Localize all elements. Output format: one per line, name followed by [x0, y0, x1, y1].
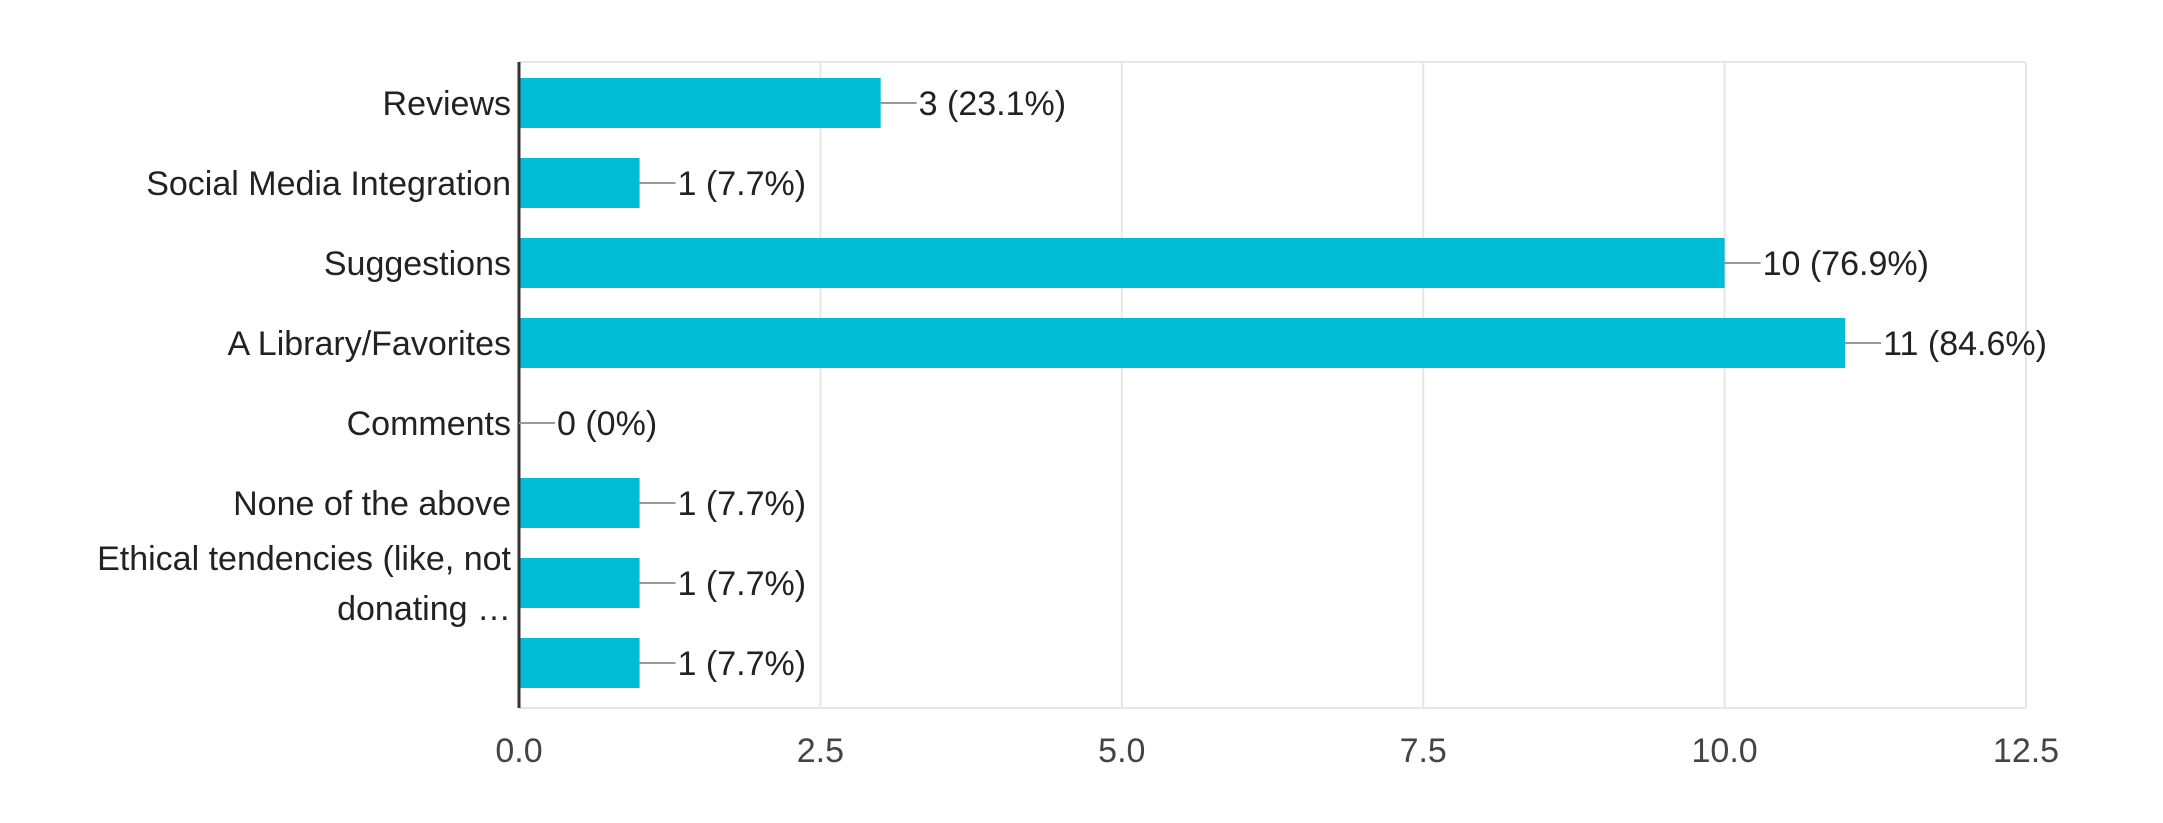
bar	[519, 638, 640, 688]
value-label: 1 (7.7%)	[678, 565, 807, 603]
value-label: 10 (76.9%)	[1763, 245, 1929, 283]
category-label: Reviews	[383, 85, 511, 123]
value-label: 1 (7.7%)	[678, 485, 807, 523]
x-tick-label: 12.5	[1993, 732, 2059, 770]
value-label: 1 (7.7%)	[678, 165, 807, 203]
x-tick-label: 7.5	[1400, 732, 1447, 770]
x-tick-label: 0.0	[495, 732, 542, 770]
category-label: None of the above	[233, 485, 511, 523]
bar	[519, 238, 1725, 288]
category-label: Ethical tendencies (like, not	[97, 540, 511, 578]
x-tick-label: 5.0	[1098, 732, 1145, 770]
value-label: 11 (84.6%)	[1883, 325, 2047, 363]
category-label: Social Media Integration	[146, 165, 511, 203]
bar	[519, 78, 881, 128]
bar	[519, 318, 1846, 368]
value-label: 0 (0%)	[557, 405, 657, 443]
bar	[519, 478, 640, 528]
category-label: Comments	[347, 405, 511, 443]
x-tick-label: 10.0	[1692, 732, 1758, 770]
value-label: 1 (7.7%)	[678, 645, 807, 683]
category-label: donating …	[337, 590, 511, 628]
x-tick-label: 2.5	[797, 732, 844, 770]
value-label: 3 (23.1%)	[919, 85, 1066, 123]
bar	[519, 158, 640, 208]
bar	[519, 558, 640, 608]
category-label: A Library/Favorites	[228, 325, 511, 363]
category-label: Suggestions	[324, 245, 511, 283]
